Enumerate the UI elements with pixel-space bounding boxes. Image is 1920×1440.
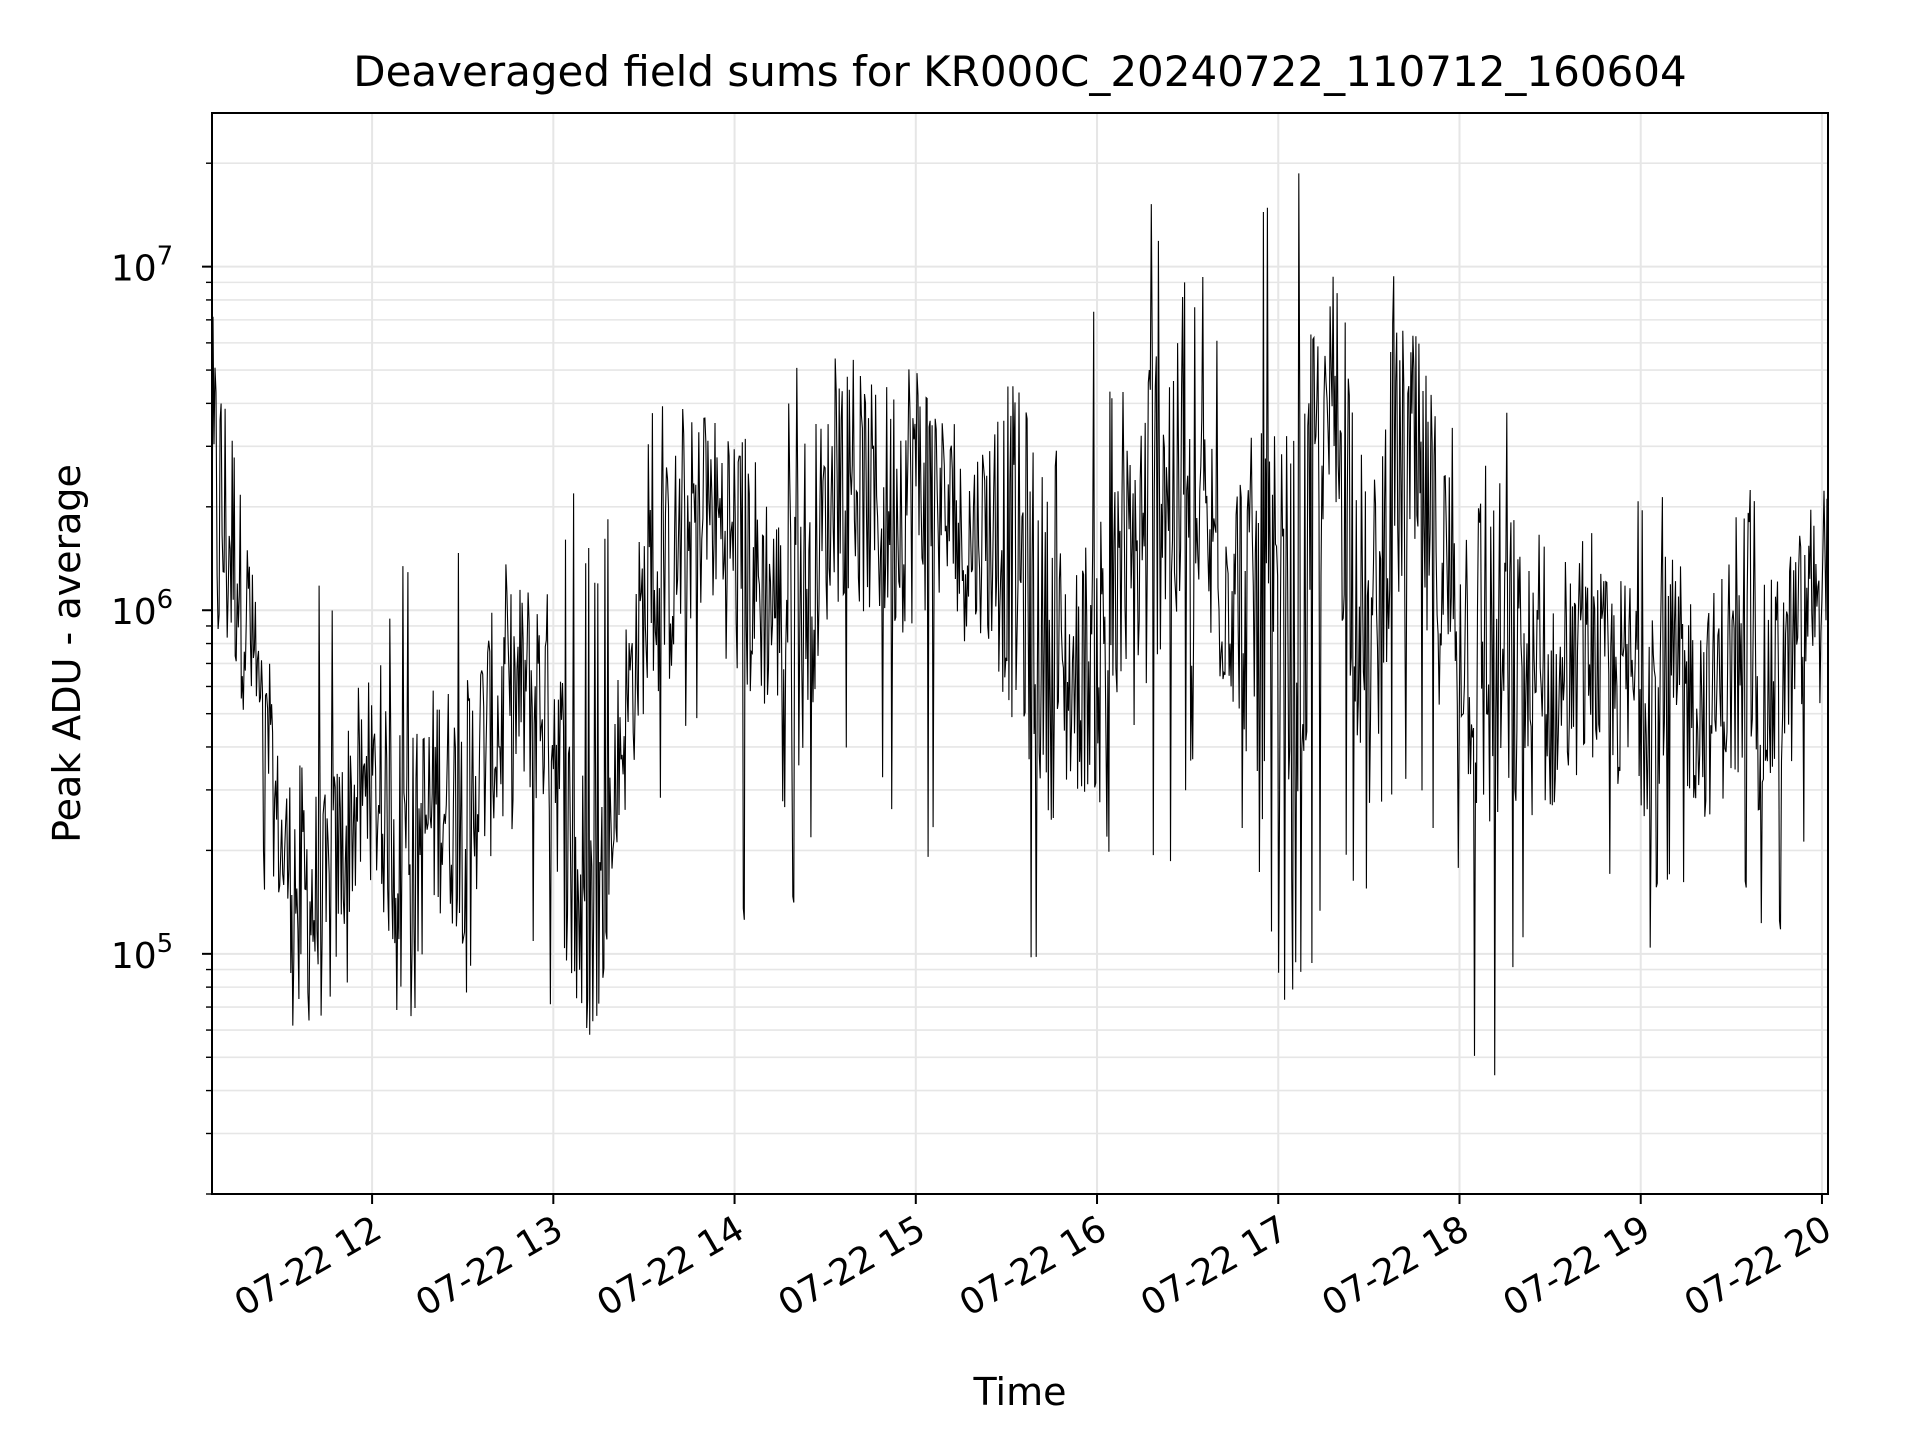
y-tick-label: 105 (111, 929, 173, 977)
y-tick-label: 106 (111, 585, 173, 633)
x-axis-label: Time (973, 1370, 1067, 1414)
y-tick-label: 107 (111, 242, 173, 290)
x-tick-label: 07-22 16 (953, 1208, 1114, 1324)
plot-frame (211, 112, 1829, 1195)
y-tick-base: 10 (111, 592, 157, 633)
y-tick-exponent: 5 (157, 929, 174, 959)
x-tick-label: 07-22 17 (1134, 1208, 1295, 1324)
x-tick-label: 07-22 18 (1315, 1208, 1476, 1324)
x-tick-label: 07-22 15 (772, 1208, 933, 1324)
gridlines (212, 113, 1828, 1195)
chart-title: Deaveraged field sums for KR000C_2024072… (353, 47, 1687, 96)
y-tick-base: 10 (111, 936, 157, 977)
x-tick-label: 07-22 14 (590, 1208, 751, 1324)
y-tick-exponent: 7 (157, 242, 174, 272)
data-series-line (211, 173, 1829, 1076)
plot-area (211, 173, 1829, 1076)
x-tick-label: 07-22 20 (1678, 1208, 1839, 1324)
x-tick-label: 07-22 12 (228, 1208, 389, 1324)
y-tick-base: 10 (111, 249, 157, 290)
x-tick-label: 07-22 19 (1497, 1208, 1658, 1324)
y-axis-label: Peak ADU - average (45, 464, 89, 843)
x-tick-label: 07-22 13 (409, 1208, 570, 1324)
y-tick-exponent: 6 (157, 585, 174, 615)
x-axis: 07-22 12 07-22 13 07-22 14 07-22 15 07-22 16… (228, 1194, 1839, 1325)
